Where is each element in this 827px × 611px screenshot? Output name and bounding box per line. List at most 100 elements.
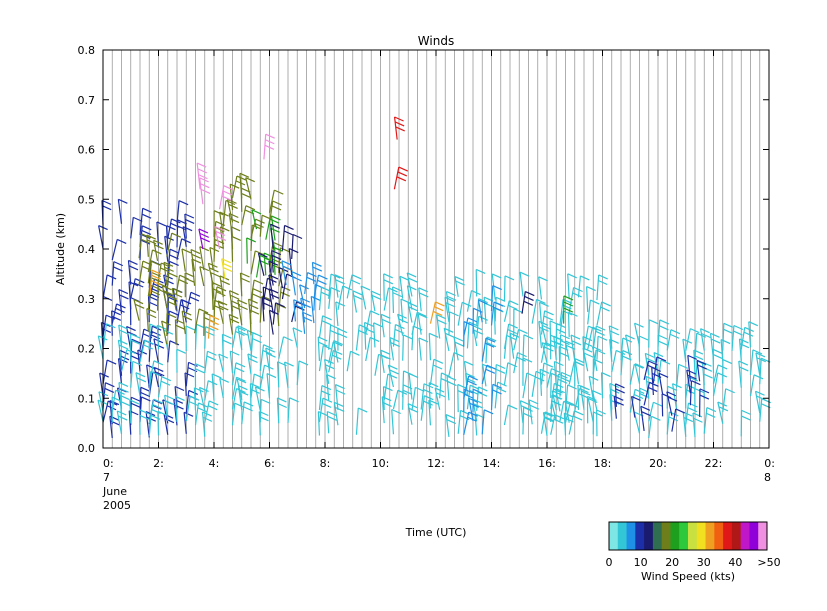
barb-flag [321,390,331,396]
barb-flag [126,325,136,332]
wind-barb [579,385,591,410]
wind-barb [194,363,205,388]
barb-shaft [231,403,236,426]
barb-flag [184,218,195,224]
barb-flag [516,356,526,362]
wind-barb [117,358,128,385]
barb-flag [634,363,645,369]
barb-flag [544,310,554,316]
barb-flag [407,285,417,291]
wind-barb [722,358,733,384]
barb-flag [185,325,196,331]
barb-shaft [407,302,413,323]
barb-shaft [301,312,306,334]
barb-flag [528,399,539,405]
x-tick-label: 16: [538,457,556,470]
barb-shaft [171,288,177,311]
barb-flag [622,337,633,343]
wind-barb [118,324,129,348]
barb-flag [258,252,268,258]
barb-flag [164,394,174,400]
barb-flag [190,249,201,255]
wind-barb [392,389,408,410]
barb-flag [269,293,280,299]
barb-flag [101,205,112,211]
wind-barb [476,298,488,325]
barb-flag [181,238,191,244]
barb-shaft [468,398,474,421]
barb-flag [130,339,140,345]
wind-barb [522,334,534,362]
barb-shaft [323,359,330,384]
wind-barb [147,260,161,284]
wind-barb [281,224,294,251]
barb-flag [140,391,150,398]
barb-shaft [513,329,520,351]
wind-barb [568,286,583,313]
barb-flag [263,344,273,350]
barb-flag [639,393,650,399]
barb-shaft [666,329,672,351]
barb-shaft [564,384,569,412]
wind-barb [299,284,309,309]
colorbar-swatch [705,522,715,550]
barb-flag [739,343,750,349]
barb-flag [435,392,446,398]
barb-flag [283,336,293,342]
barb-flag [292,276,302,282]
barb-flag [496,387,507,393]
barb-shaft [658,373,664,395]
barb-shaft [268,274,274,300]
barb-shaft [166,272,170,295]
wind-barb [420,395,434,421]
wind-barb [296,360,309,386]
wind-barb [360,285,371,310]
barb-flag [580,385,590,391]
wind-barb [346,350,360,372]
wind-barb [738,338,750,361]
barb-flag [590,299,600,305]
barb-flag [686,369,697,375]
wind-barb [126,325,137,351]
barb-shaft [278,336,285,359]
barb-shaft [181,299,187,323]
colorbar-tick-label: 40 [728,556,742,569]
barb-shaft [231,362,237,386]
barb-flag [544,346,554,352]
barb-shaft [634,323,641,347]
wind-barb [540,310,554,335]
wind-barb [198,386,209,411]
wind-barb [318,397,333,423]
barb-flag [692,412,703,418]
barb-flag [154,366,164,372]
wind-barb [102,295,113,325]
barb-flag [468,375,478,381]
barb-flag [228,203,238,209]
wind-barb [582,347,594,372]
barb-flag [202,416,213,422]
barb-flag [543,362,554,368]
colorbar-swatch [670,522,680,550]
wind-barb [634,363,645,384]
barb-shaft [444,297,450,323]
barb-flag [523,300,534,306]
barb-flag [657,340,668,346]
wind-barb [271,250,282,273]
barb-flag [683,417,694,423]
barb-flag [154,371,165,377]
barb-flag [504,275,515,281]
barb-shaft [185,390,190,414]
wind-barb [199,266,210,287]
barb-shaft [318,287,323,311]
wind-barb [239,172,250,199]
barb-shaft [126,326,132,351]
barb-shaft [164,395,169,422]
wind-barb [671,408,685,432]
barb-shaft [300,298,306,323]
barb-shaft [481,409,485,435]
barb-flag [131,396,141,402]
wind-barb [429,358,444,386]
barb-flag [563,295,574,301]
barb-shaft [346,351,352,372]
barb-shaft [519,400,524,424]
